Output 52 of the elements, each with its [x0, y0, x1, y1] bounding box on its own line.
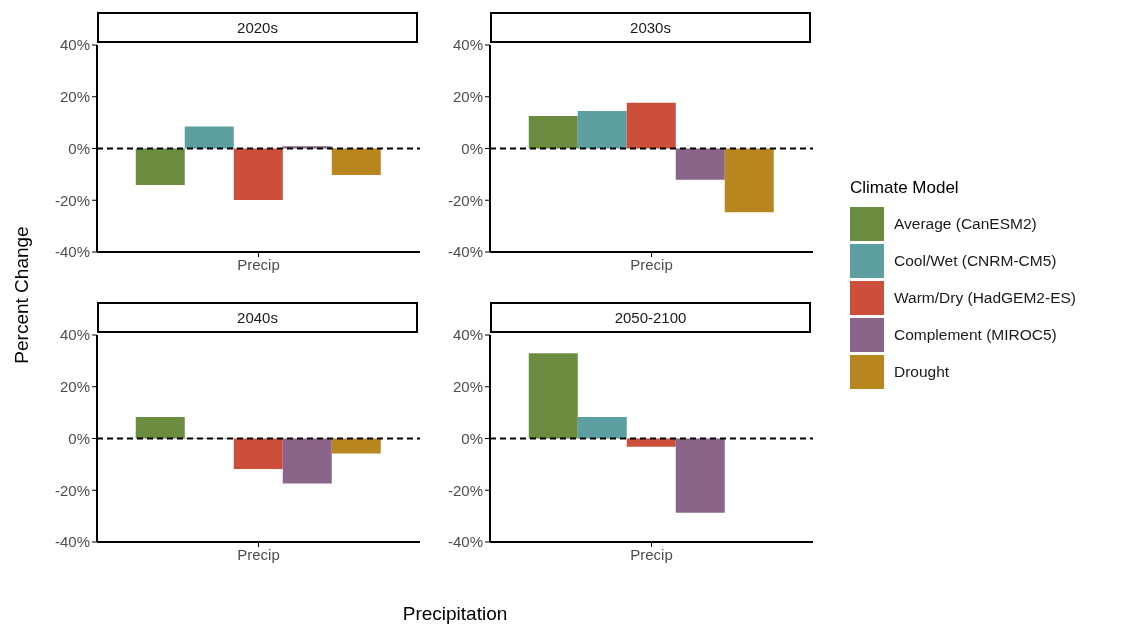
bar: [724, 148, 774, 213]
y-tick-label: -40%: [447, 243, 483, 261]
bar: [135, 417, 185, 439]
bar: [331, 148, 381, 175]
y-tick-label: -20%: [54, 191, 90, 209]
x-axis-title: Precipitation: [402, 603, 508, 625]
legend-label: Warm/Dry (HadGEM2-ES): [894, 289, 1076, 307]
legend-label: Complement (MIROC5): [894, 326, 1057, 344]
y-tick-label: -40%: [54, 533, 90, 551]
y-tick-label: 0%: [461, 139, 483, 157]
y-tick-label: -40%: [447, 533, 483, 551]
y-tick-label: -40%: [54, 243, 90, 261]
bar: [331, 438, 381, 454]
bar: [528, 115, 578, 149]
bar: [282, 438, 332, 484]
y-tick-label: 0%: [68, 139, 90, 157]
legend-title: Climate Model: [850, 178, 960, 198]
chart-title: 2020s: [97, 12, 418, 43]
y-tick-label: 20%: [452, 378, 483, 396]
y-tick-label: -20%: [447, 481, 483, 499]
y-axis-title: Percent Change: [11, 226, 33, 364]
x-tick-label: Precip: [630, 255, 673, 273]
bar: [233, 148, 283, 200]
bar: [184, 126, 234, 149]
y-tick-label: 40%: [59, 36, 90, 54]
x-tick-label: Precip: [237, 255, 280, 273]
bar: [675, 148, 725, 180]
y-tick-label: 20%: [452, 88, 483, 106]
bar: [135, 148, 185, 185]
bar: [675, 438, 725, 513]
y-tick-label: 40%: [452, 326, 483, 344]
chart-title: 2040s: [97, 302, 418, 333]
x-tick-label: Precip: [237, 545, 280, 563]
legend-label: Cool/Wet (CNRM-CM5): [894, 252, 1057, 270]
chart-title: 2030s: [490, 12, 811, 43]
bar: [577, 110, 627, 149]
y-tick-label: 0%: [461, 429, 483, 447]
x-tick-label: Precip: [630, 545, 673, 563]
y-tick-label: 40%: [59, 326, 90, 344]
bar: [233, 438, 283, 470]
y-tick-label: -20%: [447, 191, 483, 209]
y-tick-label: 40%: [452, 36, 483, 54]
bar: [528, 353, 578, 439]
y-tick-label: -20%: [54, 481, 90, 499]
legend-label: Average (CanESM2): [894, 215, 1037, 233]
bar: [577, 417, 627, 439]
chart-title: 2050-2100: [490, 302, 811, 333]
y-tick-label: 0%: [68, 429, 90, 447]
y-tick-label: 20%: [59, 378, 90, 396]
y-tick-label: 20%: [59, 88, 90, 106]
bar: [626, 102, 676, 149]
legend-label: Drought: [894, 363, 950, 381]
